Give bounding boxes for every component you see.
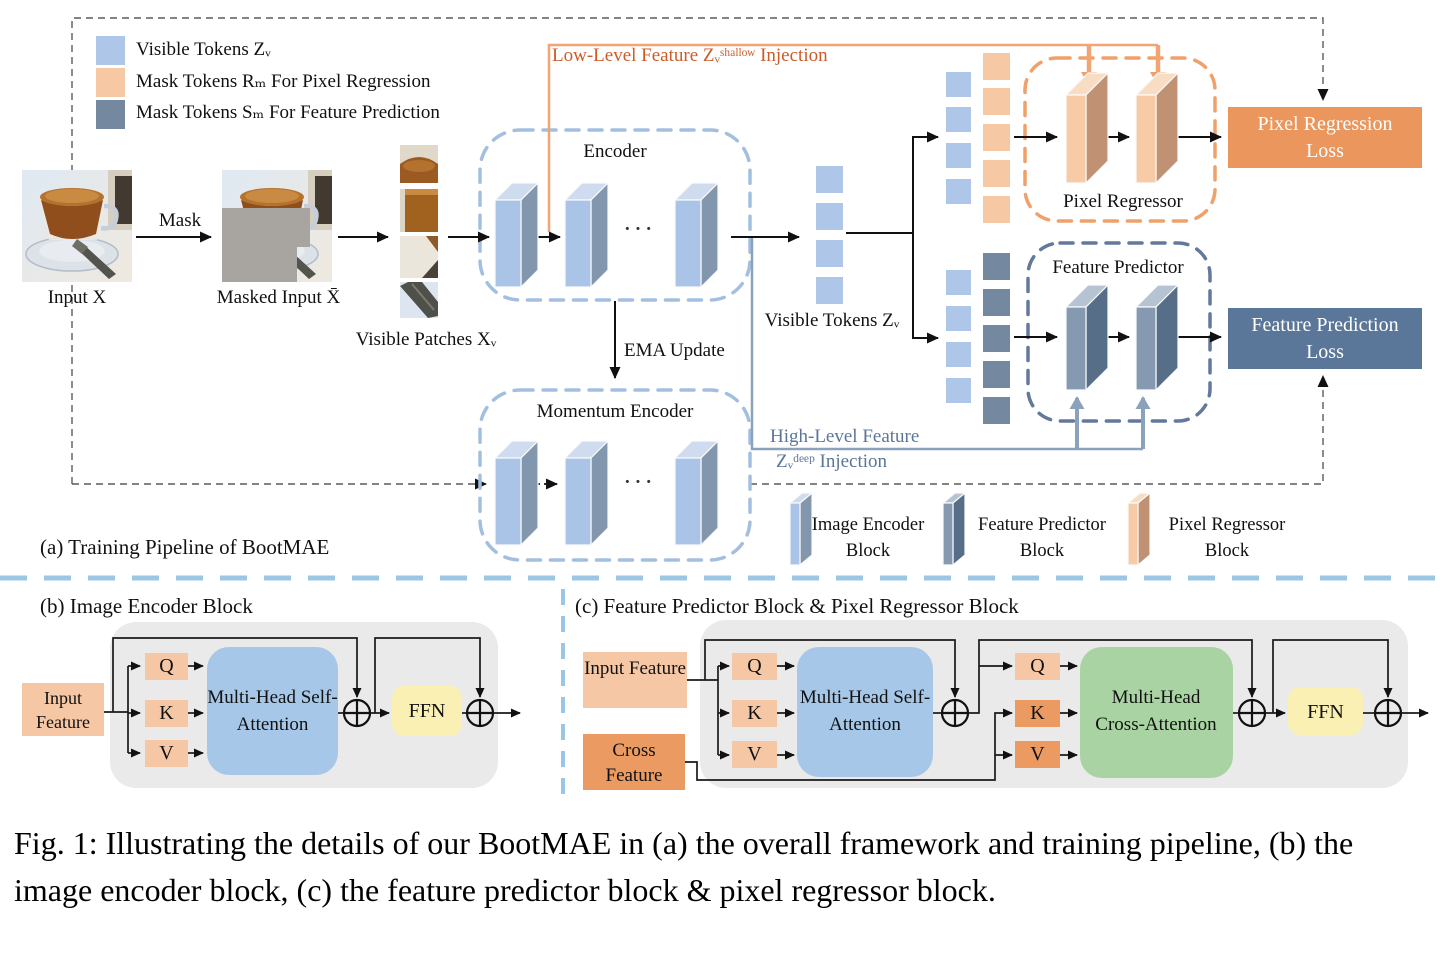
visible-tokens-label: Visible Tokens Zᵥ — [764, 310, 900, 331]
block-legend-pixel-regressor: Pixel Regressor Block — [1168, 515, 1286, 561]
mask-arrow-label: Mask — [158, 210, 202, 231]
momentum-encoder-dots: ··· — [623, 467, 655, 496]
c-k2-box — [1015, 700, 1060, 727]
legend-swatches — [96, 36, 125, 129]
c-v2-box — [1015, 741, 1060, 768]
c-cross-feature-box — [583, 734, 685, 790]
feature-prediction-loss-box — [1228, 308, 1422, 369]
c-q-label: Q — [747, 655, 762, 677]
b-ffn-box — [392, 686, 462, 736]
block-legend-image-encoder: Image Encoder Block — [811, 515, 925, 561]
b-mhsa-box — [207, 647, 338, 775]
b-k-label: K — [159, 702, 174, 724]
visible-tokens-column — [816, 166, 843, 304]
pixel-regressor-label: Pixel Regressor — [1063, 191, 1183, 212]
visible-patches — [400, 145, 438, 318]
pixel-branch-tokens — [946, 53, 1010, 223]
visible-patch — [400, 145, 438, 183]
low-level-injection-label: Low-Level Feature Zᵥˢʰᵃˡˡᵒʷ Injection — [552, 45, 828, 66]
pixel-regression-loss: Pixel Regression Loss — [1257, 112, 1393, 162]
masked-input-label: Masked Input X̄ — [216, 287, 341, 308]
feature-predictor-label: Feature Predictor — [1052, 257, 1184, 278]
momentum-encoder-label: Momentum Encoder — [536, 401, 694, 422]
visible-patch — [400, 282, 438, 318]
c-v-label: V — [747, 743, 762, 765]
feature-branch-tokens — [946, 253, 1010, 424]
c-k-box — [732, 700, 777, 727]
legend-mask-tokens-feature: Mask Tokens Sₘ For Feature Prediction — [136, 102, 440, 123]
visible-patches-label: Visible Patches Xᵥ — [355, 329, 497, 350]
panel-a-title: (a) Training Pipeline of BootMAE — [40, 535, 330, 559]
panel-c-wiring — [683, 639, 1429, 781]
panel-b-wiring — [104, 637, 521, 758]
b-q-label: Q — [159, 655, 174, 677]
c-input-feature-label: Input Feature — [584, 658, 686, 679]
c-input-feature-box — [583, 652, 687, 708]
c-ffn-box — [1288, 687, 1363, 735]
feature-prediction-loss: Feature Prediction Loss — [1251, 313, 1399, 363]
c-mhca-label: Multi-Head Cross-Attention — [1095, 687, 1217, 735]
c-q2-box — [1015, 653, 1060, 680]
encoder-label: Encoder — [583, 141, 647, 162]
feature-predictor-box — [1026, 241, 1212, 423]
c-add-3 — [1373, 698, 1403, 728]
b-add-2 — [465, 698, 495, 728]
encoder-box — [478, 128, 752, 302]
c-v2-label: V — [1030, 743, 1045, 765]
high-level-injection-path — [750, 237, 1151, 451]
encoder-blocks — [494, 182, 719, 288]
c-add-1 — [940, 698, 970, 728]
b-input-feature-box — [22, 683, 104, 736]
c-q-box — [732, 653, 777, 680]
input-image — [22, 170, 132, 282]
pixel-regressor-box — [1023, 56, 1217, 223]
pixel-regressor-blocks — [1065, 72, 1179, 184]
legend-visible-tokens: Visible Tokens Zᵥ — [136, 39, 271, 60]
b-k-box — [145, 700, 188, 727]
c-q2-label: Q — [1030, 655, 1045, 677]
figure-caption: Fig. 1: Illustrating the details of our … — [14, 825, 1354, 908]
input-label: Input X — [47, 287, 107, 308]
panel-c-title: (c) Feature Predictor Block & Pixel Regr… — [575, 594, 1019, 618]
c-mhca-box — [1080, 647, 1233, 778]
c-mhsa-label: Multi-Head Self-Attention — [799, 687, 931, 735]
c-v-box — [732, 741, 777, 768]
visible-patch — [400, 236, 438, 278]
c-cross-feature-label: Cross Feature — [605, 740, 663, 786]
momentum-encoder-blocks — [494, 440, 719, 546]
momentum-encoder-box — [478, 388, 752, 562]
high-level-feature-label: High-Level Feature — [770, 426, 920, 447]
block-legend-feature-predictor: Feature Predictor Block — [978, 515, 1106, 561]
b-v-box — [145, 740, 188, 767]
c-k-label: K — [747, 702, 762, 724]
b-q-box — [145, 653, 188, 680]
panel-b-title: (b) Image Encoder Block — [40, 594, 253, 618]
masked-input-image — [222, 170, 332, 282]
b-v-label: V — [159, 742, 174, 764]
c-mhsa-box — [797, 647, 933, 777]
b-add-1 — [342, 698, 372, 728]
b-input-feature-label: Input Feature — [36, 688, 90, 732]
ema-update-label: EMA Update — [624, 340, 725, 361]
b-ffn-label: FFN — [408, 700, 446, 722]
high-level-injection-label: Zᵥᵈᵉᵉᵖ Injection — [776, 451, 888, 472]
c-k2-label: K — [1030, 702, 1045, 724]
legend-mask-tokens-pixel: Mask Tokens Rₘ For Pixel Regression — [136, 71, 431, 92]
pixel-regression-loss-box — [1228, 107, 1422, 168]
visible-patch — [400, 189, 438, 232]
encoder-dots: ··· — [623, 214, 655, 243]
c-add-2 — [1237, 698, 1267, 728]
pipeline-diagram — [0, 17, 1440, 803]
b-mhsa-label: Multi-Head Self-Attention — [207, 687, 338, 735]
c-ffn-label: FFN — [1307, 701, 1344, 723]
